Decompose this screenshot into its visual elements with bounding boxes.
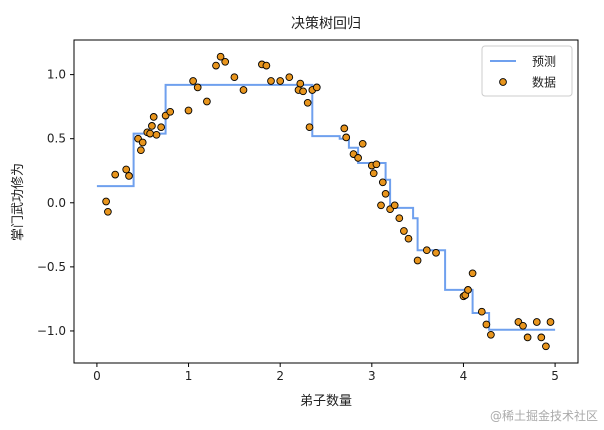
- data-point: [482, 320, 491, 329]
- data-point: [381, 189, 390, 198]
- series-layer: [96, 52, 556, 351]
- x-tick-label: 2: [276, 369, 284, 383]
- y-tick-label: 0.5: [47, 132, 66, 146]
- legend-label: 预测: [532, 55, 556, 69]
- data-point: [358, 139, 367, 148]
- x-tick-label: 5: [551, 369, 559, 383]
- data-point: [262, 61, 271, 70]
- data-point: [542, 342, 550, 351]
- data-point: [239, 86, 248, 94]
- data-point: [216, 52, 225, 61]
- data-point: [487, 330, 495, 339]
- data-point: [212, 61, 220, 70]
- legend-label: 数据: [532, 75, 556, 90]
- data-point: [221, 57, 230, 66]
- data-point: [267, 77, 275, 85]
- data-point: [203, 97, 211, 106]
- data-point: [404, 234, 413, 243]
- data-point: [372, 160, 381, 169]
- data-point: [152, 130, 161, 139]
- watermark-text: @稀土掘金技术社区: [489, 409, 598, 423]
- x-tick-label: 3: [368, 369, 376, 383]
- data-point: [189, 77, 197, 85]
- data-point: [166, 107, 175, 116]
- data-point: [377, 201, 385, 210]
- data-point: [184, 106, 193, 115]
- data-point: [303, 98, 312, 107]
- data-point: [111, 170, 120, 179]
- axis-ticks: 0 1 2 3 4 5 −1.0 −0.5 0.0 0.5 1.0: [37, 68, 559, 383]
- data-point: [395, 214, 404, 223]
- data-point: [413, 256, 422, 265]
- data-point: [400, 227, 408, 235]
- data-point: [532, 318, 541, 326]
- data-point: [546, 318, 555, 326]
- data-point: [519, 321, 527, 330]
- data-point: [193, 83, 202, 92]
- y-tick-label: −1.0: [37, 324, 66, 338]
- data-point: [464, 286, 472, 294]
- legend-box: [481, 45, 573, 97]
- data-point: [390, 201, 399, 210]
- x-tick-label: 1: [185, 369, 193, 383]
- legend-marker-swatch: [499, 78, 507, 86]
- data-point: [157, 123, 165, 132]
- data-point: [378, 178, 387, 187]
- data-point: [122, 165, 131, 174]
- data-point: [422, 246, 431, 255]
- data-point: [137, 146, 145, 155]
- data-point: [125, 172, 133, 180]
- data-point: [305, 123, 314, 132]
- data-point: [104, 207, 112, 216]
- data-point: [477, 307, 486, 316]
- data-point: [369, 169, 378, 178]
- data-point: [230, 73, 239, 82]
- x-tick-label: 0: [93, 369, 101, 383]
- y-tick-label: 0.0: [47, 196, 66, 210]
- data-point: [537, 333, 546, 342]
- prediction-step-line: [96, 83, 556, 331]
- data-point: [102, 197, 110, 206]
- data-point: [296, 79, 305, 88]
- y-tick-label: −0.5: [37, 260, 66, 274]
- data-point: [523, 333, 532, 342]
- data-point: [342, 133, 351, 142]
- data-point: [276, 77, 285, 85]
- data-point: [432, 248, 440, 257]
- y-tick-label: 1.0: [47, 68, 66, 82]
- data-point: [312, 83, 321, 92]
- x-axis-label: 弟子数量: [300, 394, 352, 409]
- y-axis-label: 掌门武功修为: [11, 163, 26, 241]
- data-point: [138, 138, 147, 147]
- data-point: [149, 113, 158, 121]
- data-point: [148, 122, 156, 130]
- data-point: [285, 73, 294, 82]
- chart-title: 决策树回归: [291, 15, 361, 32]
- data-point: [299, 87, 307, 96]
- data-point: [146, 129, 154, 138]
- x-tick-label: 4: [460, 369, 468, 383]
- data-point: [340, 124, 349, 133]
- data-point: [354, 154, 362, 162]
- data-point: [468, 269, 477, 278]
